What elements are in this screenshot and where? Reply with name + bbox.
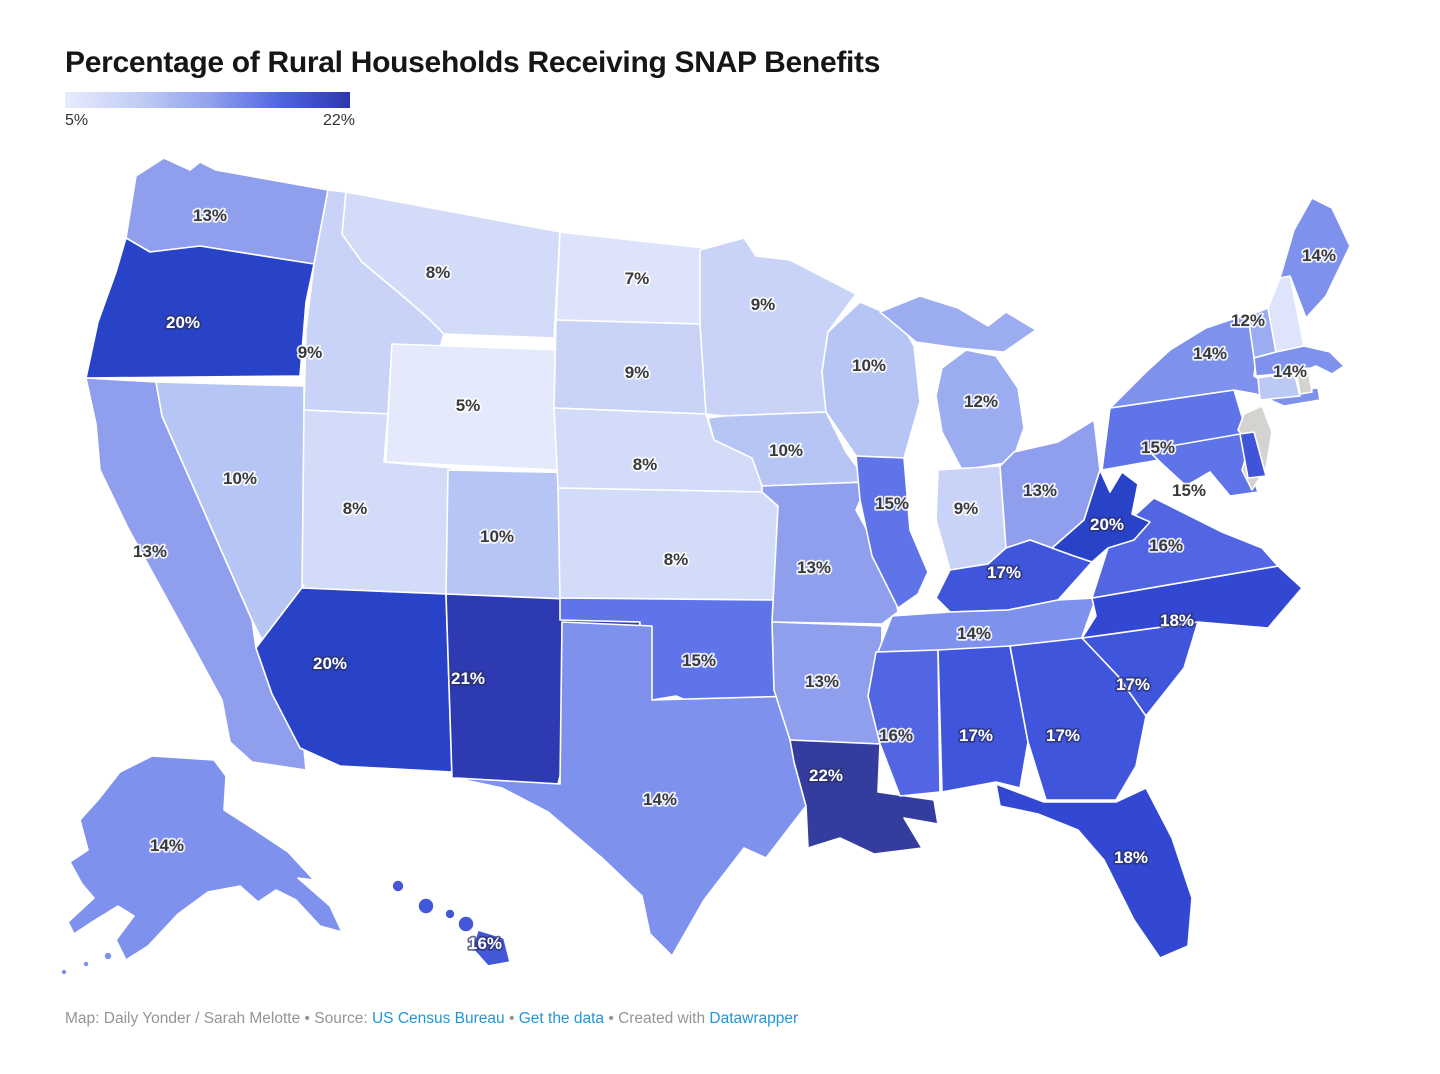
us-choropleth-map: 13% 20% 13% 10% 9% 8% 5% 8% 10% 20% 21% … [60,157,1351,976]
state-label-tx: 14% [643,790,677,809]
state-label-az: 20% [313,654,347,673]
state-label-mn: 9% [751,295,776,314]
state-label-ma: 14% [1273,362,1307,381]
state-label-mt: 8% [426,263,451,282]
state-label-nv: 10% [223,469,257,488]
state-label-ak: 14% [150,836,184,855]
state-label-ar: 13% [805,672,839,691]
state-label-wa: 13% [193,206,227,225]
state-label-ny: 14% [1193,344,1227,363]
state-label-tn: 14% [957,624,991,643]
datawrapper-link[interactable]: Datawrapper [709,1010,799,1027]
state-new-hampshire[interactable] [1267,275,1305,353]
legend-max-label: 22% [322,112,355,129]
state-label-mo: 13% [797,558,831,577]
state-label-ga: 17% [1046,726,1080,745]
state-label-nm: 21% [451,669,485,688]
state-florida[interactable] [995,783,1193,959]
state-label-nc: 18% [1160,611,1194,630]
state-west-virginia[interactable] [1051,469,1151,563]
state-oregon[interactable] [85,237,315,379]
state-label-oh: 13% [1023,481,1057,500]
legend-labels: 5% 22% [65,112,355,130]
source-link[interactable]: US Census Bureau [371,1010,505,1027]
state-label-co: 10% [480,527,514,546]
state-label-sc: 17% [1116,675,1150,694]
state-louisiana[interactable] [789,739,939,855]
state-label-pa: 15% [1141,438,1175,457]
state-label-nd: 7% [625,269,650,288]
state-label-wi: 10% [852,356,886,375]
state-alaska[interactable] [60,755,343,976]
state-label-mi: 12% [964,392,998,411]
attribution-footer: Map: Daily Yonder / Sarah Melotte • Sour… [65,1010,798,1028]
state-rhode-island[interactable] [1295,367,1313,395]
state-label-la: 22% [809,766,843,785]
state-label-ks: 8% [664,550,689,569]
state-label-ne: 8% [633,455,658,474]
page-title: Percentage of Rural Households Receiving… [65,46,881,80]
state-north-carolina[interactable] [1081,565,1303,639]
state-label-fl: 18% [1114,848,1148,867]
state-hawaii[interactable] [391,879,511,967]
footer-sep1: • [504,1010,519,1027]
state-label-me: 14% [1302,246,1336,265]
state-label-ia: 10% [769,441,803,460]
get-the-data-link[interactable]: Get the data [518,1010,605,1027]
footer-prefix: Map: Daily Yonder / Sarah Melotte • Sour… [65,1010,372,1027]
state-label-or: 20% [166,313,200,332]
legend-min-label: 5% [65,112,89,129]
state-indiana[interactable] [935,465,1007,571]
state-michigan[interactable] [879,295,1037,471]
state-label-id: 9% [298,343,323,362]
state-label-ut: 8% [343,499,368,518]
state-label-ok: 15% [682,651,716,670]
state-label-vt: 12% [1231,311,1265,330]
footer-sep2: • Created with [604,1010,710,1027]
state-wyoming[interactable] [385,343,563,471]
state-kansas[interactable] [557,487,779,601]
state-label-wv: 20% [1090,515,1124,534]
state-illinois[interactable] [855,455,929,609]
state-label-wy: 5% [456,396,481,415]
state-wisconsin[interactable] [821,301,921,459]
state-connecticut[interactable] [1257,371,1301,401]
state-delaware[interactable] [1239,431,1267,479]
state-label-md: 15% [1172,481,1206,500]
state-label-ms: 16% [879,726,913,745]
state-label-il: 15% [875,494,909,513]
state-label-ca: 13% [133,542,167,561]
state-label-ky: 17% [987,563,1021,582]
state-label-al: 17% [959,726,993,745]
state-label-hi: 16% [468,934,502,953]
state-maine[interactable] [1279,197,1351,319]
legend-gradient [65,92,350,108]
state-label-va: 16% [1149,536,1183,555]
state-label-sd: 9% [625,363,650,382]
state-label-in: 9% [954,499,979,518]
